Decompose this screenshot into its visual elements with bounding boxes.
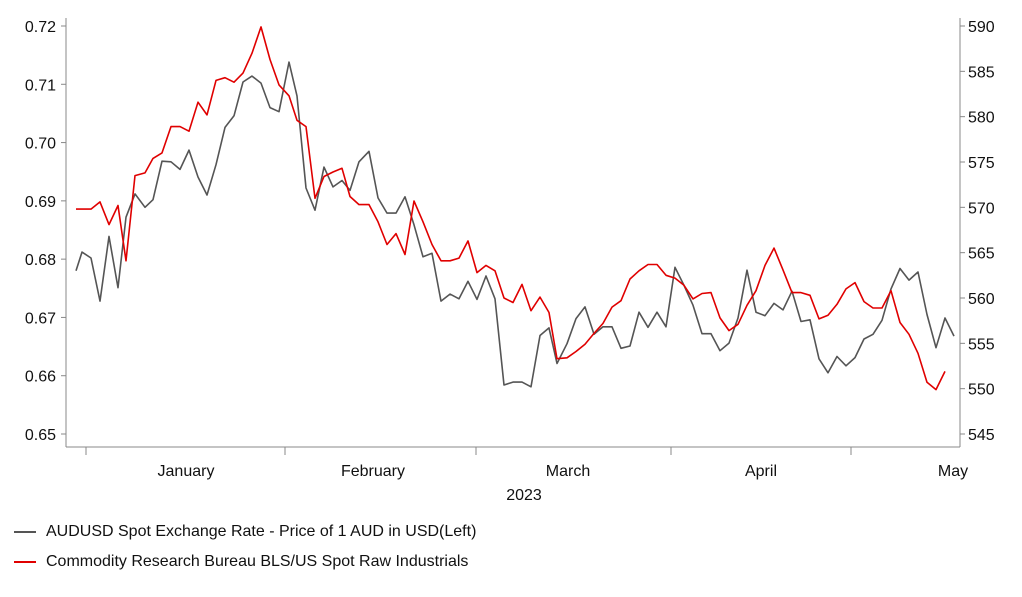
right-tick-label: 585 xyxy=(968,64,995,81)
right-tick-label: 545 xyxy=(968,427,995,444)
x-tick-label: March xyxy=(546,463,590,480)
left-tick-label: 0.65 xyxy=(25,427,56,444)
right-tick-label: 560 xyxy=(968,291,995,308)
right-tick-label: 570 xyxy=(968,200,995,217)
left-tick-label: 0.69 xyxy=(25,194,56,211)
right-tick-label: 555 xyxy=(968,336,995,353)
right-tick-label: 590 xyxy=(968,19,995,36)
x-tick-label: April xyxy=(745,463,777,480)
left-tick-label: 0.70 xyxy=(25,136,56,153)
right-tick-label: 550 xyxy=(968,382,995,399)
series-layer xyxy=(75,26,955,391)
x-axis-ticks: January February March April May xyxy=(85,447,968,480)
series-line-audusd xyxy=(75,61,955,388)
left-tick-label: 0.71 xyxy=(25,77,56,94)
left-axis-ticks: 0.65 0.66 0.67 0.68 0.69 0.70 0.71 0.72 xyxy=(25,19,66,444)
left-tick-label: 0.72 xyxy=(25,19,56,36)
right-tick-label: 565 xyxy=(968,246,995,263)
legend-swatch-commodity xyxy=(14,561,36,563)
right-axis-ticks: 545 550 555 560 565 570 575 580 585 590 xyxy=(960,19,995,444)
left-tick-label: 0.68 xyxy=(25,252,56,269)
legend-label-commodity: Commodity Research Bureau BLS/US Spot Ra… xyxy=(46,553,469,570)
x-tick-label: January xyxy=(158,463,215,480)
left-tick-label: 0.66 xyxy=(25,369,56,386)
legend-item-commodity: Commodity Research Bureau BLS/US Spot Ra… xyxy=(14,553,468,571)
x-axis-label: 2023 xyxy=(506,487,542,504)
legend-swatch-audusd xyxy=(14,531,36,533)
right-tick-label: 580 xyxy=(968,110,995,127)
series-line-commodity xyxy=(76,26,946,391)
legend-label-audusd: AUDUSD Spot Exchange Rate - Price of 1 A… xyxy=(46,523,477,540)
x-tick-label: February xyxy=(341,463,405,480)
left-tick-label: 0.67 xyxy=(25,310,56,327)
x-tick-label: May xyxy=(938,463,968,480)
chart-area: 0.650.660.670.680.690.700.710.72 5455505… xyxy=(25,18,995,504)
legend-item-audusd: AUDUSD Spot Exchange Rate - Price of 1 A… xyxy=(14,523,476,541)
right-tick-label: 575 xyxy=(968,155,995,172)
